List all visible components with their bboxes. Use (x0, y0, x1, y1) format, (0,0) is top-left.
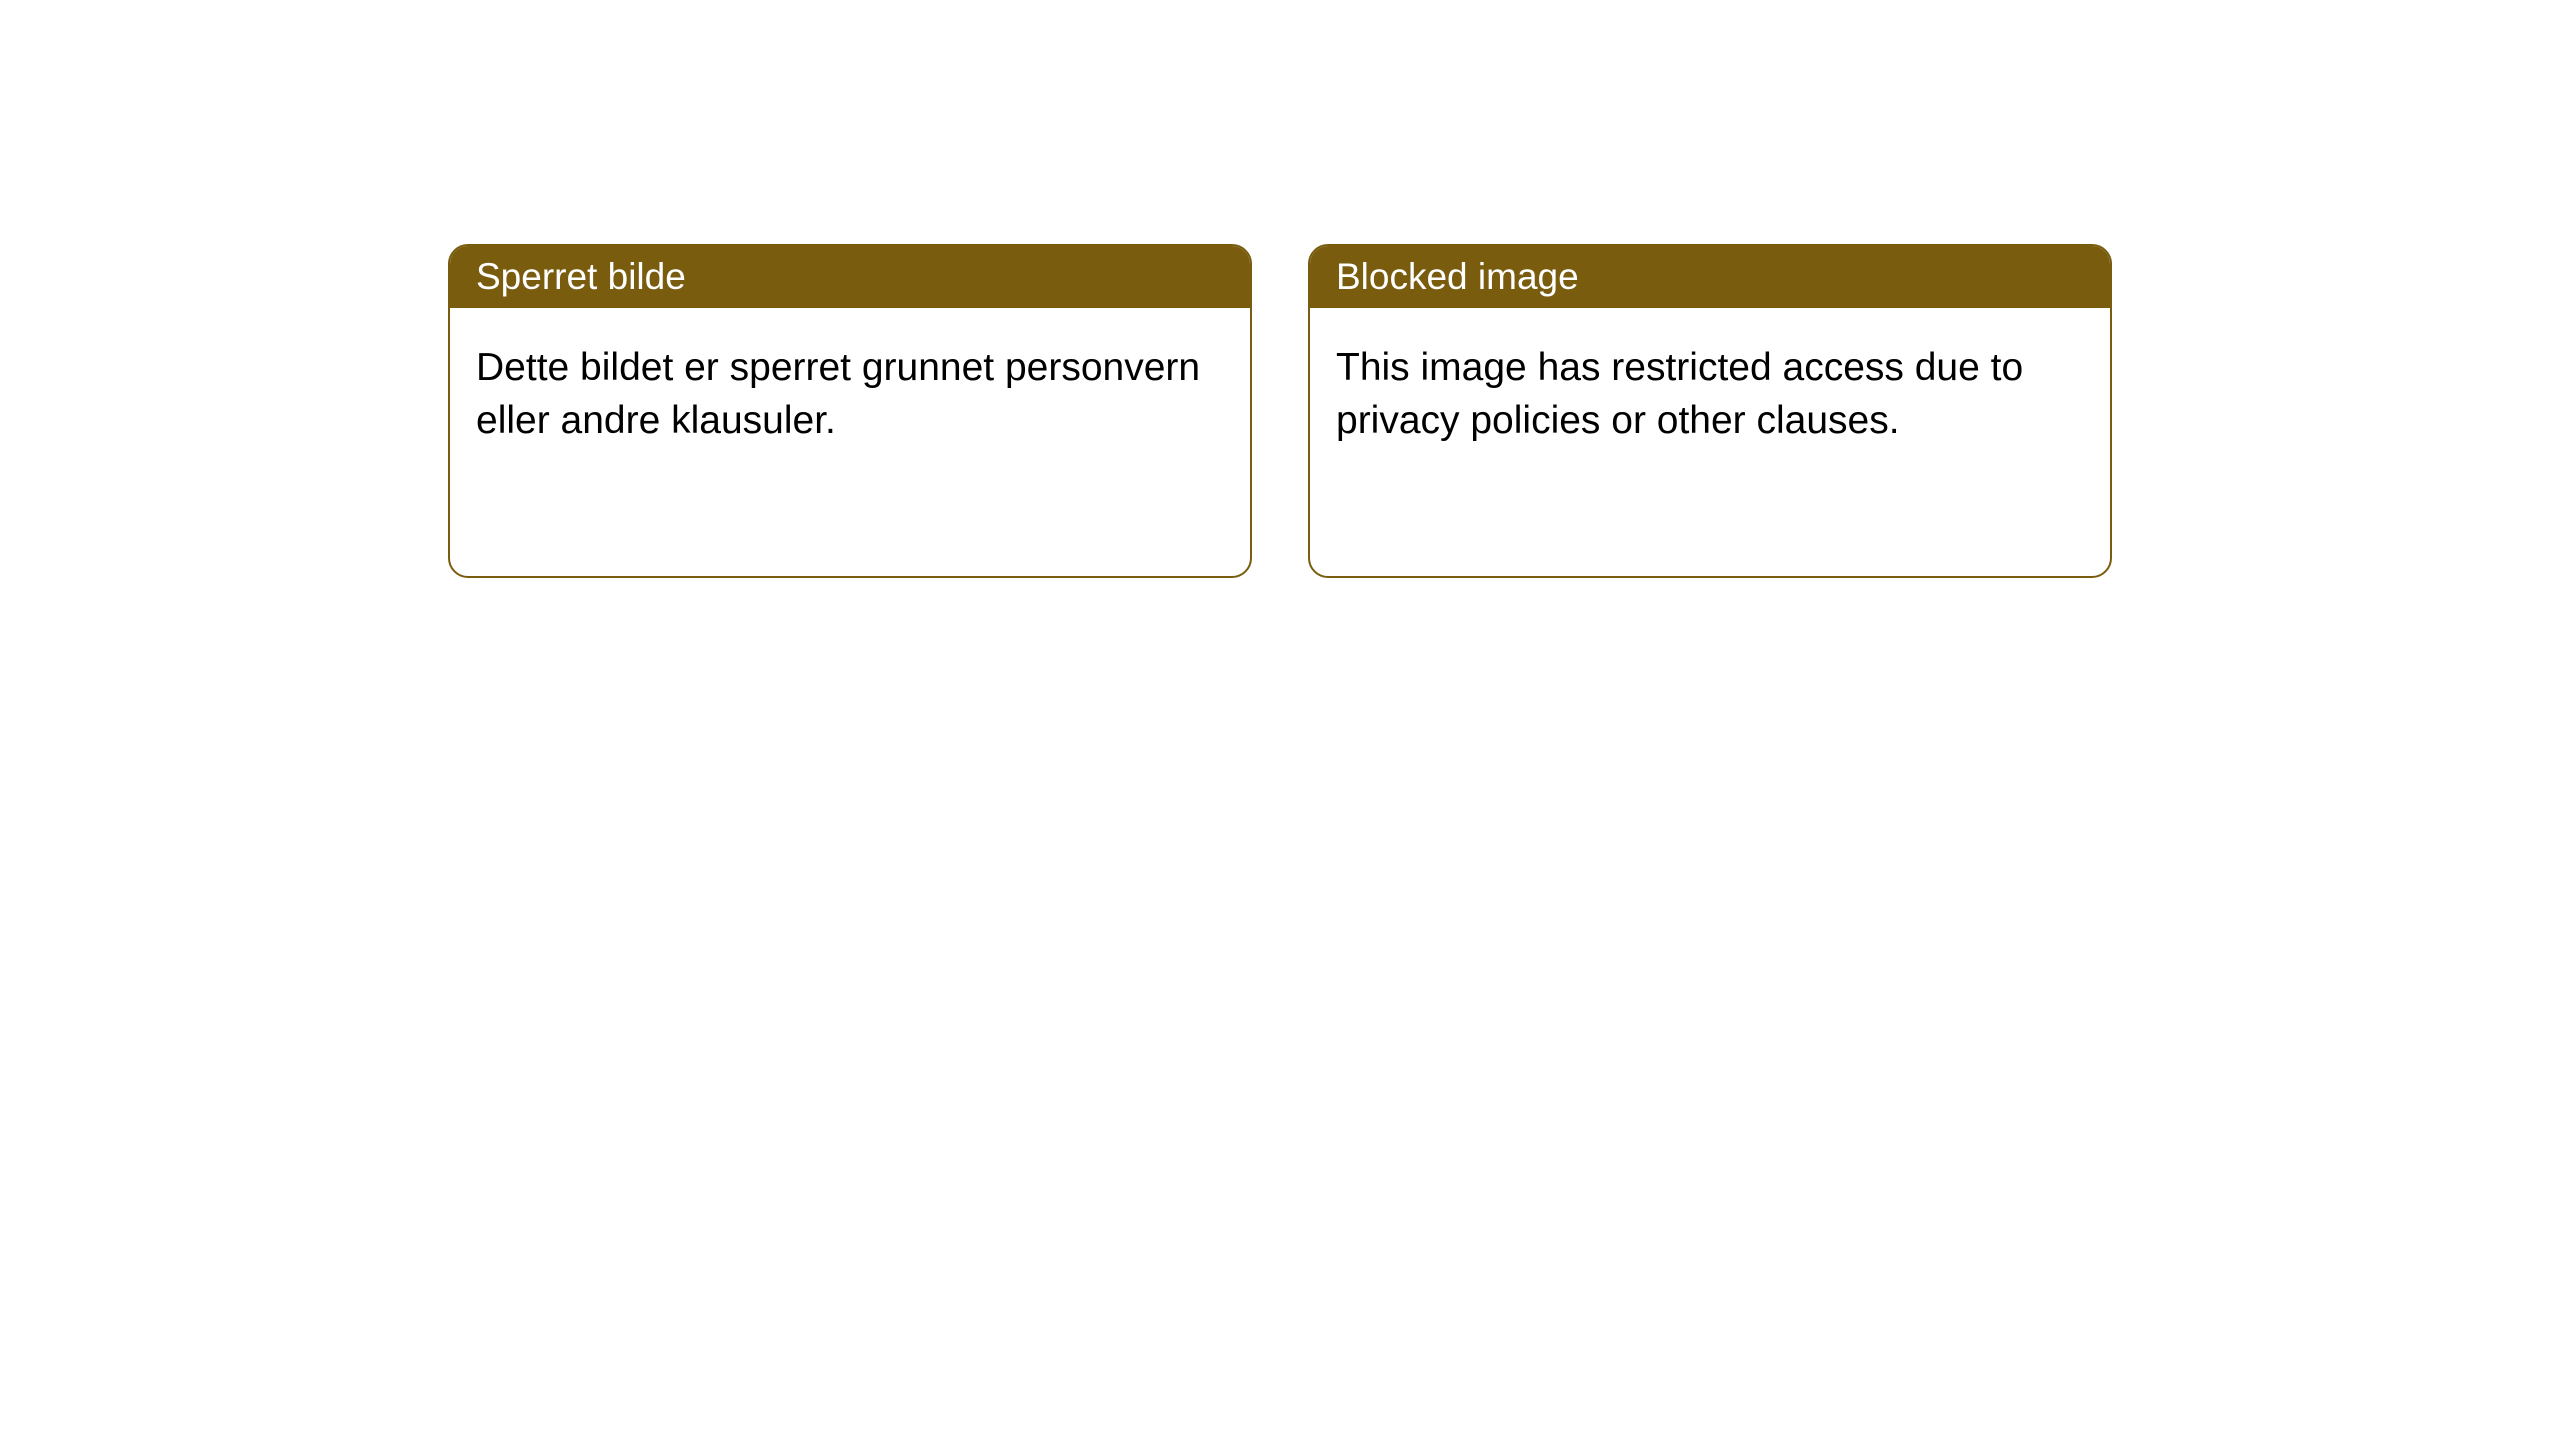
card-body-en: This image has restricted access due to … (1310, 308, 2110, 481)
blocked-image-card-no: Sperret bilde Dette bildet er sperret gr… (448, 244, 1252, 578)
card-body-no: Dette bildet er sperret grunnet personve… (450, 308, 1250, 481)
card-header-en: Blocked image (1310, 246, 2110, 308)
card-header-no: Sperret bilde (450, 246, 1250, 308)
blocked-image-cards: Sperret bilde Dette bildet er sperret gr… (0, 0, 2560, 578)
blocked-image-card-en: Blocked image This image has restricted … (1308, 244, 2112, 578)
